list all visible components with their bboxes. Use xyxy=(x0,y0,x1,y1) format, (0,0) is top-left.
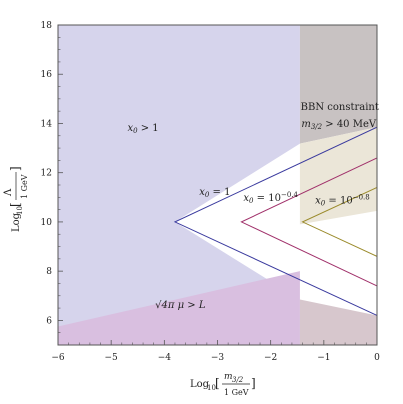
annotation-a6: m3/2 > 40 MeV xyxy=(301,119,377,131)
y-axis-label-denominator: 1 GeV xyxy=(20,174,29,199)
y-axis-ticks: 6 8 10 12 14 16 18 xyxy=(41,21,63,333)
y-axis-label-base: 10 xyxy=(16,206,24,215)
region-2 xyxy=(299,25,377,144)
x-tick-label: 0 xyxy=(374,353,380,363)
annotation-a4: x0 = 10−0.8 xyxy=(315,193,370,207)
boundary-curves xyxy=(173,126,378,316)
curve-2 xyxy=(301,187,378,257)
y-tick-label: 18 xyxy=(41,21,53,31)
x-axis-label-bracket-right: ] xyxy=(251,376,256,390)
y-tick-label: 12 xyxy=(41,169,52,179)
y-axis-label-bracket-left: [ xyxy=(8,202,22,207)
x-axis-label-numerator-sub: 3/2 xyxy=(232,376,244,384)
x-tick-label: −5 xyxy=(105,353,119,363)
x-tick-label: −1 xyxy=(317,353,330,363)
y-tick-label: 16 xyxy=(41,70,53,80)
x-tick-label: −4 xyxy=(158,353,172,363)
y-axis-label-numerator: Λ xyxy=(3,188,14,197)
x-axis-label-numerator: m xyxy=(224,372,233,382)
x-axis-ticks: −6 −5 −4 −3 −2 −1 0 xyxy=(51,340,380,363)
annotation-a7: √4π μ > L xyxy=(155,300,206,311)
x-tick-label: −6 xyxy=(51,353,65,363)
annotation-a5: BBN constraint xyxy=(301,102,379,113)
annotation-a1: x0 > 1 xyxy=(127,123,158,135)
x-axis-label-log: Log xyxy=(190,379,210,390)
y-axis-label-bracket-right: ] xyxy=(8,166,22,171)
x-axis-label-base: 10 xyxy=(207,384,216,392)
x-axis-label-denominator: 1 GeV xyxy=(224,388,249,397)
y-tick-label: 14 xyxy=(41,119,53,129)
curve-1 xyxy=(240,157,378,287)
annotation-a2: x0 = 1 xyxy=(199,187,230,199)
annotation-a3: x0 = 10−0.4 xyxy=(243,191,298,205)
y-tick-label: 6 xyxy=(46,316,52,326)
x-axis-label: Log 10 [ m 3/2 1 GeV ] xyxy=(190,372,256,397)
region-1 xyxy=(58,271,300,345)
y-axis-label: Log 10 [ Λ 1 GeV ] xyxy=(3,166,29,232)
x-axis-label-bracket-left: [ xyxy=(215,376,220,390)
annotations: x0 > 1 x0 = 1 x0 = 10−0.4 x0 = 10−0.8 BBN co… xyxy=(127,102,378,311)
x-tick-label: −3 xyxy=(211,353,225,363)
y-tick-label: 10 xyxy=(41,218,53,228)
region-3 xyxy=(299,299,377,345)
y-axis-label-log: Log xyxy=(11,212,22,232)
x-tick-label: −2 xyxy=(264,353,277,363)
region-0 xyxy=(58,25,300,345)
y-tick-label: 8 xyxy=(46,267,52,277)
curve-0 xyxy=(173,126,378,316)
shaded-regions xyxy=(58,25,377,345)
